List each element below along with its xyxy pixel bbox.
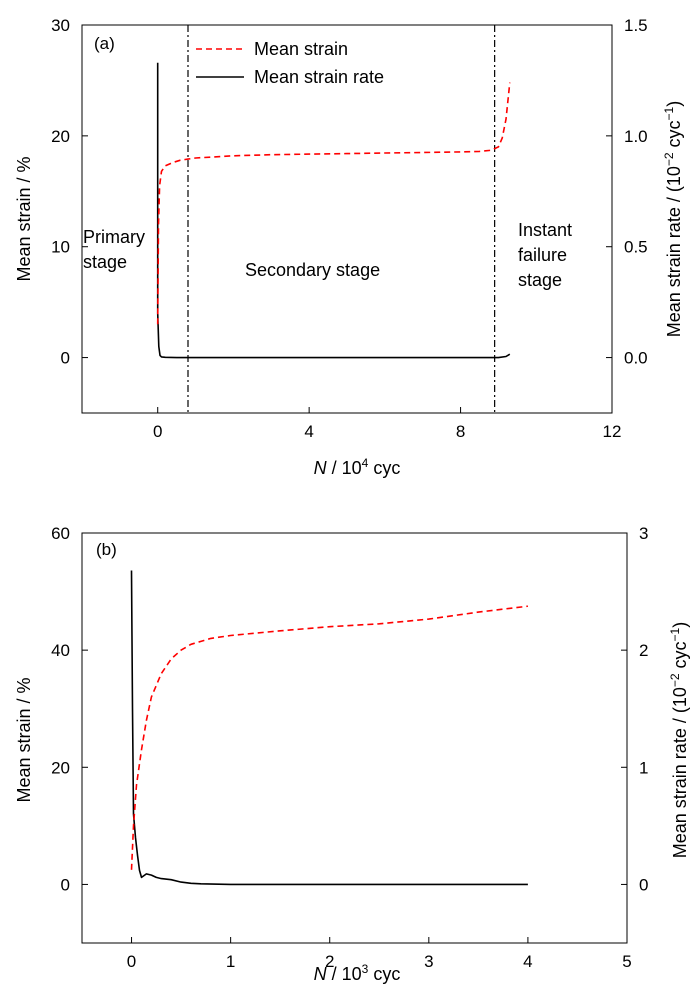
x-tick-label: 4 [523,952,532,971]
series-layer [156,62,511,359]
tick-labels: 0 1 2 3 4 5 0 20 40 60 0 1 2 3 [51,524,648,971]
y-left-tick-label: 10 [51,238,70,257]
x-tick-label: 1 [226,952,235,971]
ticks [82,532,628,943]
y-left-tick-label: 60 [51,524,70,543]
y-left-tick-label: 30 [51,16,70,35]
legend-label-mean-strain: Mean strain [254,39,348,59]
series-layer [130,570,528,886]
y-axis-right-title: Mean strain rate / (10−2 cyc−1) [662,101,684,337]
ticks [82,24,613,413]
x-tick-label: 2 [325,952,334,971]
x-tick-label: 12 [603,422,622,441]
annotation-secondary-stage: Secondary stage [245,260,380,280]
x-tick-label: 0 [153,422,162,441]
annotation-instant-failure-stage: Instant failure stage [518,220,577,290]
y-right-tick-label: 2 [639,641,648,660]
y-right-tick-label: 0.5 [624,238,648,257]
annotation-primary-stage: Primary stage [83,227,150,272]
legend-label-mean-strain-rate: Mean strain rate [254,67,384,87]
y-left-tick-label: 0 [61,349,70,368]
panel-label: (b) [96,540,117,559]
plot-frame [81,24,613,414]
x-axis-title: N / 103 cyc [314,962,401,984]
panel-label: (a) [94,34,115,53]
x-tick-label: 0 [127,952,136,971]
legend: Mean strain Mean strain rate [196,39,384,87]
series-line-mean-strain [156,82,511,325]
stage-boundaries [187,25,496,413]
x-tick-label: 8 [456,422,465,441]
y-right-tick-label: 1 [639,758,648,777]
y-right-tick-label: 3 [639,524,648,543]
y-left-tick-label: 0 [61,875,70,894]
y-axis-left-title: Mean strain / % [14,677,34,802]
y-right-tick-label: 0.0 [624,349,648,368]
y-left-tick-label: 20 [51,758,70,777]
y-left-tick-label: 20 [51,127,70,146]
x-tick-label: 5 [622,952,631,971]
y-right-tick-label: 0 [639,875,648,894]
y-left-tick-label: 40 [51,641,70,660]
panel-b: 0 1 2 3 4 5 0 20 40 60 0 1 2 3 (b) Mean strain / % Me… [14,524,690,984]
y-right-tick-label: 1.0 [624,127,648,146]
tick-labels: 0 4 8 12 0 10 20 30 0.0 0.5 1.0 1.5 [51,16,648,441]
series-line-mean-strain-rate [156,62,511,359]
x-tick-label: 3 [424,952,433,971]
panel-a: 0 4 8 12 0 10 20 30 0.0 0.5 1.0 1.5 (a) Mean strain… [14,16,684,478]
series-line-mean-strain-rate [130,570,528,886]
x-axis-title: N / 104 cyc [314,456,401,478]
plot-frame [81,532,628,944]
y-right-tick-label: 1.5 [624,16,648,35]
x-tick-label: 4 [304,422,313,441]
series-line-mean-strain [130,605,528,870]
y-axis-right-title: Mean strain rate / (10−2 cyc−1) [668,622,690,858]
y-axis-left-title: Mean strain / % [14,156,34,281]
